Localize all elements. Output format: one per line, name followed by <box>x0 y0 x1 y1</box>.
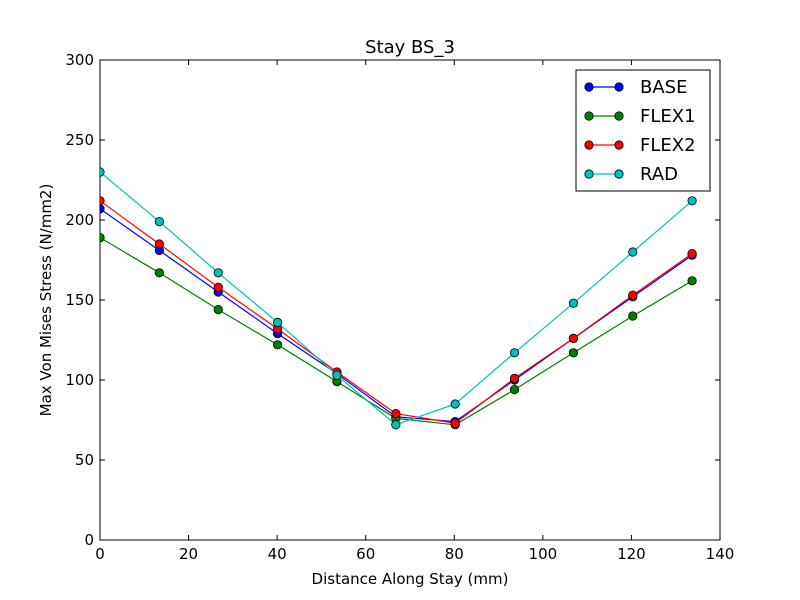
legend: BASE FLEX1 FLEX2 RAD <box>575 69 711 192</box>
data-point-flex1 <box>100 233 105 243</box>
x-tick-label: 60 <box>356 545 375 563</box>
legend-entry-flex1: FLEX1 <box>584 106 696 127</box>
legend-marker <box>584 111 594 121</box>
y-tick-label: 250 <box>65 131 94 149</box>
data-point-rad <box>154 217 164 227</box>
x-tick-label: 100 <box>529 545 558 563</box>
axis-ticks: 0 20 40 60 80 100 120 140 0 50 100 150 200 250 300 <box>65 51 734 563</box>
data-point-rad <box>568 298 579 308</box>
legend-marker <box>614 140 624 150</box>
legend-label: BASE <box>640 77 687 98</box>
y-tick-label: 0 <box>84 531 94 549</box>
legend-marker <box>584 140 594 150</box>
data-point-rad <box>450 399 460 409</box>
x-tick-label: 20 <box>179 545 198 563</box>
legend-entry-rad: RAD <box>584 164 678 185</box>
data-point-flex2 <box>391 408 401 419</box>
x-tick-label: 140 <box>706 545 735 563</box>
x-axis-title: Distance Along Stay (mm) <box>312 570 509 588</box>
data-point-rad <box>687 196 697 206</box>
legend-marker <box>584 169 594 179</box>
data-point-flex1 <box>628 311 638 321</box>
chart-title: Stay BS_3 <box>365 37 455 58</box>
legend-label: FLEX1 <box>640 106 696 127</box>
data-point-flex2 <box>687 249 697 259</box>
y-tick-label: 150 <box>65 291 94 309</box>
data-point-flex1 <box>154 268 164 278</box>
series-layer <box>100 167 697 430</box>
legend-marker <box>584 82 594 92</box>
data-point-flex1 <box>509 384 520 395</box>
legend-box <box>575 69 711 192</box>
data-point-flex2 <box>509 373 520 383</box>
data-point-flex2 <box>100 196 105 206</box>
legend-marker <box>614 169 624 179</box>
data-point-rad <box>272 317 283 327</box>
data-point-flex1 <box>687 276 697 286</box>
legend-entry-base: BASE <box>584 77 687 98</box>
y-tick-label: 200 <box>65 211 94 229</box>
y-tick-label: 100 <box>65 371 94 389</box>
data-point-rad <box>100 167 105 177</box>
y-axis-title: Max Von Mises Stress (N/mm2) <box>37 184 55 417</box>
legend-marker <box>614 82 624 92</box>
legend-label: FLEX2 <box>640 135 696 156</box>
data-point-rad <box>213 268 223 278</box>
data-point-rad <box>391 420 401 430</box>
data-point-rad <box>628 247 638 257</box>
x-tick-label: 120 <box>617 545 646 563</box>
legend-items: BASE FLEX1 FLEX2 RAD <box>584 77 696 185</box>
legend-marker <box>614 111 624 121</box>
x-tick-label: 0 <box>95 545 105 563</box>
x-tick-label: 80 <box>445 545 464 563</box>
data-point-flex2 <box>568 333 579 343</box>
data-point-flex2 <box>450 418 460 428</box>
data-point-flex2 <box>213 282 223 292</box>
y-tick-label: 300 <box>65 51 94 69</box>
y-tick-label: 50 <box>75 451 94 469</box>
data-point-flex1 <box>568 348 579 358</box>
data-point-rad <box>332 370 342 380</box>
data-point-flex1 <box>272 340 283 350</box>
data-point-base <box>100 204 105 214</box>
x-tick-label: 40 <box>268 545 287 563</box>
data-point-flex2 <box>154 239 164 249</box>
data-point-flex2 <box>628 290 638 300</box>
data-point-rad <box>509 348 520 358</box>
data-point-flex1 <box>213 304 223 315</box>
series-rad <box>100 167 697 430</box>
legend-entry-flex2: FLEX2 <box>584 135 696 156</box>
legend-label: RAD <box>640 164 678 185</box>
